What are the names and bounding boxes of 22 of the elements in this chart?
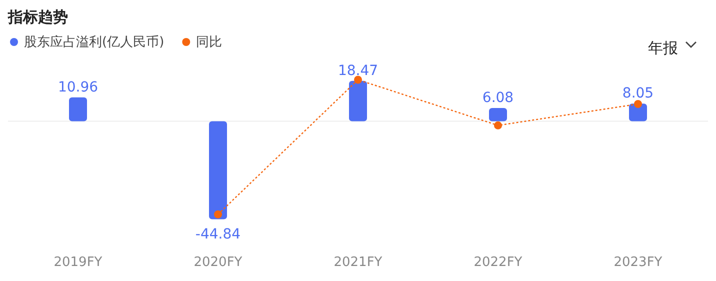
x-tick-label: 2023FY [614,255,662,270]
point [354,76,362,84]
data-label: 8.05 [622,86,654,102]
data-label: 10.96 [58,79,98,96]
legend-label: 同比 [196,35,222,50]
bar [489,108,507,122]
bar [69,97,87,122]
chart-title: 指标趋势 [7,8,68,26]
x-tick-label: 2022FY [474,255,522,270]
bar [349,80,367,122]
data-label: -44.84 [195,226,241,242]
x-tick-label: 2020FY [194,255,242,270]
point [214,210,222,218]
x-tick-label: 2021FY [334,255,382,270]
point [634,100,642,108]
text: 年报 [648,39,678,57]
point [494,121,502,130]
x-tick-label: 2019FY [54,255,102,270]
data-label: 6.08 [482,90,514,106]
bar [209,121,227,220]
data-label: 18.47 [338,62,378,79]
legend-label: 股东应占溢利(亿人民币) [24,34,164,50]
